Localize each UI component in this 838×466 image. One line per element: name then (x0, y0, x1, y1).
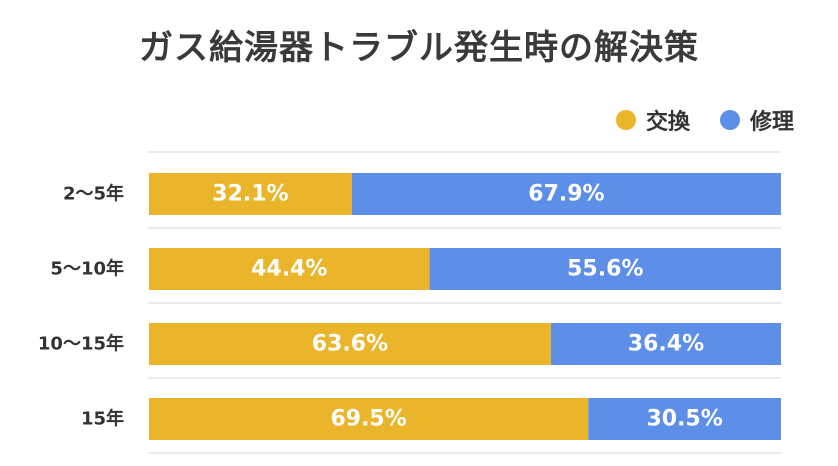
data-label-exchange: 32.1% (212, 182, 288, 207)
bar-exchange (149, 398, 589, 440)
legend-label-exchange: 交換 (645, 110, 690, 135)
chart-title: ガス給湯器トラブル発生時の解決策 (139, 28, 699, 68)
bar-repair (588, 398, 781, 440)
bar-repair (429, 248, 781, 290)
legend-swatch-exchange (615, 110, 636, 130)
data-label-exchange: 69.5% (330, 407, 406, 432)
bar-repair (550, 323, 781, 365)
data-label-repair: 30.5% (646, 407, 722, 432)
bar-repair (351, 173, 781, 215)
data-label-repair: 55.6% (567, 257, 643, 282)
bar-exchange (149, 248, 430, 290)
legend-item-exchange: 交換 (615, 104, 690, 136)
data-label-exchange: 63.6% (312, 332, 388, 357)
bar-exchange (149, 173, 352, 215)
category-label: 15年 (81, 408, 124, 430)
data-label-repair: 36.4% (628, 332, 704, 357)
category-label: 5〜10年 (50, 258, 124, 280)
bar-exchange (149, 323, 551, 365)
data-label-repair: 67.9% (528, 182, 604, 207)
data-label-exchange: 44.4% (251, 257, 327, 282)
chart-legend: 交換 修理 (586, 104, 794, 136)
legend-item-repair: 修理 (719, 104, 794, 136)
category-label: 10〜15年 (38, 333, 124, 355)
legend-swatch-repair (719, 110, 740, 130)
category-label: 2〜5年 (63, 183, 124, 205)
legend-label-repair: 修理 (749, 110, 794, 135)
